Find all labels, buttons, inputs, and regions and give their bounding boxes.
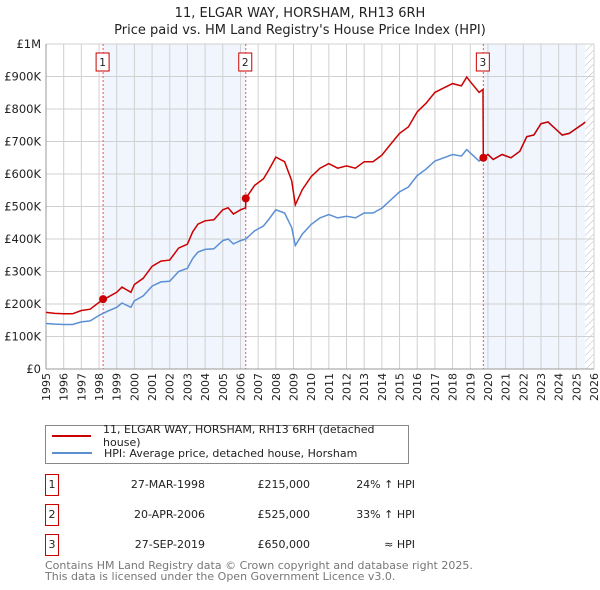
x-tick-label: 2021 — [500, 373, 513, 401]
x-tick-label: 2024 — [553, 373, 566, 401]
license-text: This data is licensed under the Open Gov… — [45, 570, 396, 583]
table-row: 2 20-APR-2006 £525,000 33% ↑ HPI — [45, 504, 445, 526]
y-tick-label: £1M — [16, 37, 41, 51]
table-row: 1 27-MAR-1998 £215,000 24% ↑ HPI — [45, 474, 445, 496]
table-row: 3 27-SEP-2019 £650,000 ≈ HPI — [45, 534, 445, 556]
x-tick-label: 2003 — [181, 373, 194, 401]
x-tick-label: 2016 — [411, 373, 424, 401]
x-tick-label: 2020 — [482, 373, 495, 401]
legend-swatch-red — [52, 435, 92, 437]
x-tick-label: 2017 — [429, 373, 442, 401]
sale-date: 27-SEP-2019 — [134, 538, 205, 551]
sale-label: 1 — [99, 57, 106, 69]
x-tick-label: 1999 — [111, 373, 124, 401]
x-tick-label: 1995 — [40, 373, 53, 401]
x-tick-label: 2008 — [270, 373, 283, 401]
x-tick-label: 2000 — [128, 373, 141, 401]
y-tick-label: £900K — [4, 70, 41, 84]
x-tick-label: 1997 — [75, 373, 88, 401]
x-tick-label: 1998 — [93, 373, 106, 401]
sale-number: 2 — [45, 504, 59, 526]
sale-point — [241, 194, 250, 203]
x-tick-label: 2014 — [376, 373, 389, 401]
x-tick-label: 2009 — [287, 373, 300, 401]
x-tick-label: 2002 — [164, 373, 177, 401]
chart-title: 11, ELGAR WAY, HORSHAM, RH13 6RH — [174, 6, 426, 21]
sale-price: £215,000 — [257, 478, 311, 491]
legend-item-hpi: HPI: Average price, detached house, Hors… — [52, 445, 357, 461]
legend-swatch-blue — [52, 452, 92, 454]
x-tick-label: 2023 — [535, 373, 548, 401]
x-tick-label: 2026 — [588, 373, 600, 401]
y-tick-label: £100K — [4, 330, 41, 344]
x-tick-label: 2012 — [341, 373, 354, 401]
sale-price: £525,000 — [257, 508, 311, 521]
y-tick-label: £800K — [4, 102, 41, 116]
y-tick-label: £600K — [4, 167, 41, 181]
x-tick-label: 2011 — [323, 373, 336, 401]
footer: Contains HM Land Registry data © Crown c… — [45, 560, 473, 582]
sale-point — [99, 295, 108, 304]
sale-number: 1 — [45, 474, 59, 496]
y-tick-label: £300K — [4, 265, 41, 279]
sale-label: 3 — [479, 57, 486, 69]
copyright-text: Contains HM Land Registry data © Crown c… — [45, 559, 473, 572]
sale-label: 2 — [242, 57, 249, 69]
legend-item-property: 11, ELGAR WAY, HORSHAM, RH13 6RH (detach… — [52, 423, 408, 449]
x-tick-label: 2015 — [394, 373, 407, 401]
sale-price: £650,000 — [257, 538, 311, 551]
x-tick-label: 2004 — [199, 373, 212, 401]
y-tick-label: £0 — [26, 362, 41, 376]
sale-label-box — [238, 52, 253, 72]
sale-label-box — [475, 52, 490, 72]
sale-hpi-diff: 33% ↑ HPI — [356, 508, 415, 521]
x-tick-label: 2006 — [234, 373, 247, 401]
x-tick-label: 2022 — [517, 373, 530, 401]
sale-point — [479, 153, 488, 162]
y-tick-label: £400K — [4, 232, 41, 246]
price-paid-line — [45, 75, 586, 315]
x-tick-label: 2007 — [252, 373, 265, 401]
legend-label: HPI: Average price, detached house, Hors… — [104, 446, 358, 460]
x-tick-label: 2010 — [305, 373, 318, 401]
sale-number: 3 — [45, 534, 59, 556]
y-tick-label: £500K — [4, 200, 41, 214]
sale-hpi-diff: 24% ↑ HPI — [356, 478, 415, 491]
y-tick-label: £200K — [4, 297, 41, 311]
sale-date: 20-APR-2006 — [133, 508, 205, 521]
x-tick-label: 1996 — [58, 373, 71, 401]
x-tick-label: 2018 — [447, 373, 460, 401]
sale-hpi-diff: ≈ HPI — [384, 538, 415, 551]
chart-subtitle: Price paid vs. HM Land Registry's House … — [114, 23, 486, 38]
x-tick-label: 2025 — [570, 373, 583, 401]
x-tick-label: 2005 — [217, 373, 230, 401]
x-tick-label: 2019 — [464, 373, 477, 401]
legend: 11, ELGAR WAY, HORSHAM, RH13 6RH (detach… — [45, 423, 409, 464]
y-tick-label: £700K — [4, 135, 41, 149]
x-tick-label: 2001 — [146, 373, 159, 401]
sale-label-box — [95, 52, 110, 72]
x-tick-label: 2013 — [358, 373, 371, 401]
legend-label: 11, ELGAR WAY, HORSHAM, RH13 6RH (detach… — [103, 423, 375, 449]
price-chart: 1995 1996 1997 1998 1999 2000 2001 2002 2003 2004… — [4, 37, 600, 401]
sale-date: 27-MAR-1998 — [130, 478, 205, 491]
